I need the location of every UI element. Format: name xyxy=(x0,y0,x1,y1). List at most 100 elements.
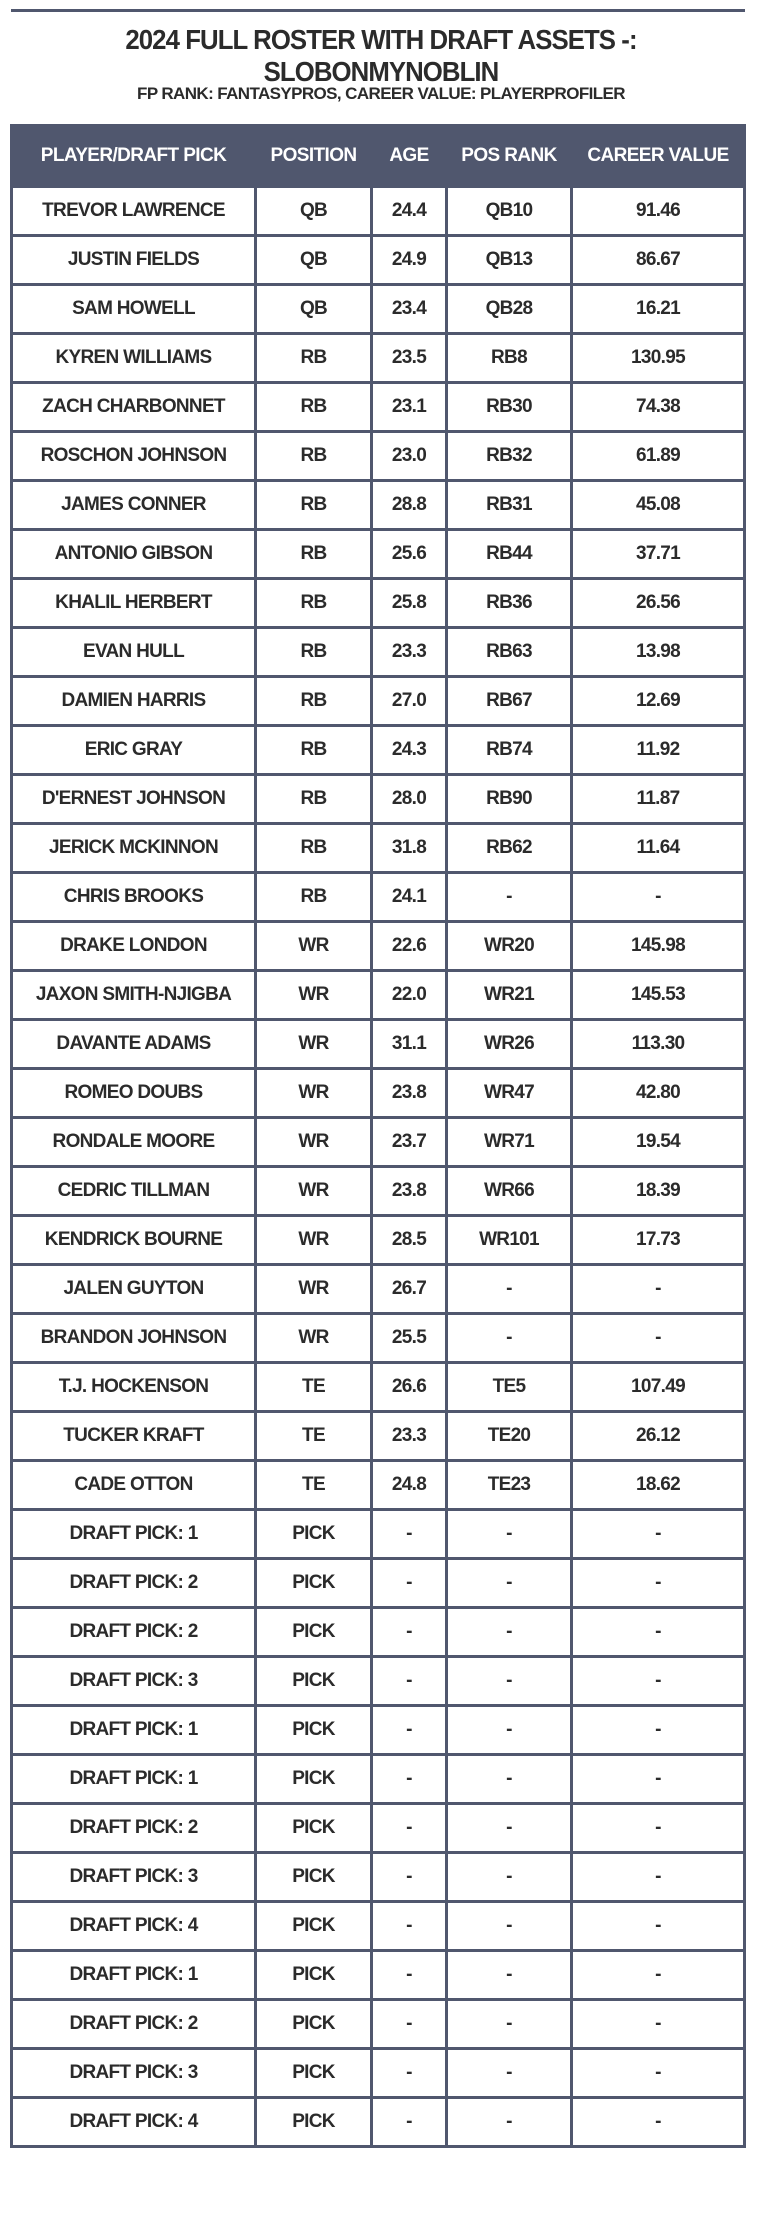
column-header: POSITION xyxy=(257,127,370,185)
table-cell: - xyxy=(448,2099,570,2145)
table-body: TREVOR LAWRENCE QB 24.4 QB10 91.46 JUSTIN FIE… xyxy=(13,188,743,2145)
table-row: DRAFT PICK: 4 PICK - - - xyxy=(13,1903,743,1949)
table-row: SAM HOWELL QB 23.4 QB28 16.21 xyxy=(13,286,743,332)
table-row: DAVANTE ADAMS WR 31.1 WR26 113.30 xyxy=(13,1021,743,1067)
table-cell: - xyxy=(573,1756,743,1802)
table-cell: WR26 xyxy=(448,1021,570,1067)
table-cell: DRAFT PICK: 3 xyxy=(13,2050,254,2096)
table-row: KYREN WILLIAMS RB 23.5 RB8 130.95 xyxy=(13,335,743,381)
table-cell: RB xyxy=(257,433,370,479)
table-cell: DRAFT PICK: 3 xyxy=(13,1658,254,1704)
table-cell: DRAFT PICK: 2 xyxy=(13,1609,254,1655)
column-header: CAREER VALUE xyxy=(573,127,743,185)
table-row: T.J. HOCKENSON TE 26.6 TE5 107.49 xyxy=(13,1364,743,1410)
column-header: POS RANK xyxy=(448,127,570,185)
table-cell: RB xyxy=(257,727,370,773)
divider xyxy=(11,9,745,12)
table-row: DRAFT PICK: 3 PICK - - - xyxy=(13,2050,743,2096)
table-cell: - xyxy=(448,1560,570,1606)
table-cell: RB xyxy=(257,384,370,430)
table-cell: - xyxy=(573,1609,743,1655)
table-cell: RB30 xyxy=(448,384,570,430)
table-row: DRAFT PICK: 1 PICK - - - xyxy=(13,1707,743,1753)
table-cell: 61.89 xyxy=(573,433,743,479)
table-cell: 11.87 xyxy=(573,776,743,822)
table-row: JAXON SMITH-NJIGBA WR 22.0 WR21 145.53 xyxy=(13,972,743,1018)
table-cell: - xyxy=(448,874,570,920)
table-cell: 26.6 xyxy=(373,1364,445,1410)
table-cell: QB xyxy=(257,188,370,234)
table-cell: 23.0 xyxy=(373,433,445,479)
table-row: DRAFT PICK: 1 PICK - - - xyxy=(13,1511,743,1557)
table-cell: - xyxy=(573,2099,743,2145)
table-cell: WR xyxy=(257,1168,370,1214)
table-row: DRAFT PICK: 3 PICK - - - xyxy=(13,1658,743,1704)
table-cell: 23.8 xyxy=(373,1070,445,1116)
table-cell: WR21 xyxy=(448,972,570,1018)
table-cell: BRANDON JOHNSON xyxy=(13,1315,254,1361)
roster-table: PLAYER/DRAFT PICK POSITION AGE POS RANK CARE… xyxy=(10,124,746,2148)
table-cell: - xyxy=(573,1266,743,1312)
table-cell: 31.8 xyxy=(373,825,445,871)
table-cell: DRAFT PICK: 1 xyxy=(13,1952,254,1998)
table-row: RONDALE MOORE WR 23.7 WR71 19.54 xyxy=(13,1119,743,1165)
table-row: DRAFT PICK: 3 PICK - - - xyxy=(13,1854,743,1900)
table-cell: WR xyxy=(257,972,370,1018)
table-row: CHRIS BROOKS RB 24.1- - xyxy=(13,874,743,920)
header-row: PLAYER/DRAFT PICK POSITION AGE POS RANK CARE… xyxy=(13,127,743,185)
table-cell: QB xyxy=(257,286,370,332)
table-cell: 23.3 xyxy=(373,1413,445,1459)
table-cell: RB44 xyxy=(448,531,570,577)
table-row: DRAFT PICK: 2 PICK - - - xyxy=(13,1805,743,1851)
table-cell: WR20 xyxy=(448,923,570,969)
table-row: DRAFT PICK: 1 PICK - - - xyxy=(13,1952,743,1998)
table-cell: RB62 xyxy=(448,825,570,871)
table-cell: - xyxy=(448,1903,570,1949)
table-cell: - xyxy=(373,1903,445,1949)
table-cell: - xyxy=(448,1952,570,1998)
table-cell: - xyxy=(573,1805,743,1851)
table-row: ERIC GRAY RB 24.3 RB74 11.92 xyxy=(13,727,743,773)
title: 2024 FULL ROSTER WITH DRAFT ASSETS -: SL… xyxy=(125,24,637,87)
table-cell: PICK xyxy=(257,1952,370,1998)
table-cell: - xyxy=(573,1560,743,1606)
table-cell: PICK xyxy=(257,1658,370,1704)
table-cell: 107.49 xyxy=(573,1364,743,1410)
table-cell: ROMEO DOUBS xyxy=(13,1070,254,1116)
table-cell: QB13 xyxy=(448,237,570,283)
table-cell: WR71 xyxy=(448,1119,570,1165)
table-cell: DRAFT PICK: 4 xyxy=(13,2099,254,2145)
table-cell: RB xyxy=(257,678,370,724)
table-cell: 145.98 xyxy=(573,923,743,969)
table-cell: 145.53 xyxy=(573,972,743,1018)
column-header: PLAYER/DRAFT PICK xyxy=(13,127,254,185)
table-cell: WR xyxy=(257,1315,370,1361)
table-cell: PICK xyxy=(257,2099,370,2145)
table-cell: RB xyxy=(257,531,370,577)
table-cell: RB74 xyxy=(448,727,570,773)
table-cell: 28.8 xyxy=(373,482,445,528)
table-cell: RB63 xyxy=(448,629,570,675)
table-row: KHALIL HERBERT RB 25.8 RB36 26.56 xyxy=(13,580,743,626)
table-cell: DRAKE LONDON xyxy=(13,923,254,969)
table-cell: - xyxy=(448,1315,570,1361)
table-cell: - xyxy=(373,2099,445,2145)
subtitle: FP RANK: FANTASYPROS, CAREER VALUE: PLAY… xyxy=(137,84,626,103)
table-cell: - xyxy=(573,1658,743,1704)
table-cell: TE5 xyxy=(448,1364,570,1410)
table-cell: JUSTIN FIELDS xyxy=(13,237,254,283)
table-cell: DAMIEN HARRIS xyxy=(13,678,254,724)
table-cell: TREVOR LAWRENCE xyxy=(13,188,254,234)
table-cell: QB28 xyxy=(448,286,570,332)
table-cell: 12.69 xyxy=(573,678,743,724)
table-cell: 23.3 xyxy=(373,629,445,675)
table-cell: 23.4 xyxy=(373,286,445,332)
table-row: D'ERNEST JOHNSON RB 28.0 RB90 11.87 xyxy=(13,776,743,822)
table-cell: 45.08 xyxy=(573,482,743,528)
table-row: EVAN HULL RB 23.3 RB63 13.98 xyxy=(13,629,743,675)
table-cell: JERICK MCKINNON xyxy=(13,825,254,871)
table-cell: 24.8 xyxy=(373,1462,445,1508)
table-cell: 26.12 xyxy=(573,1413,743,1459)
table-row: DRAFT PICK: 4 PICK - - - xyxy=(13,2099,743,2145)
